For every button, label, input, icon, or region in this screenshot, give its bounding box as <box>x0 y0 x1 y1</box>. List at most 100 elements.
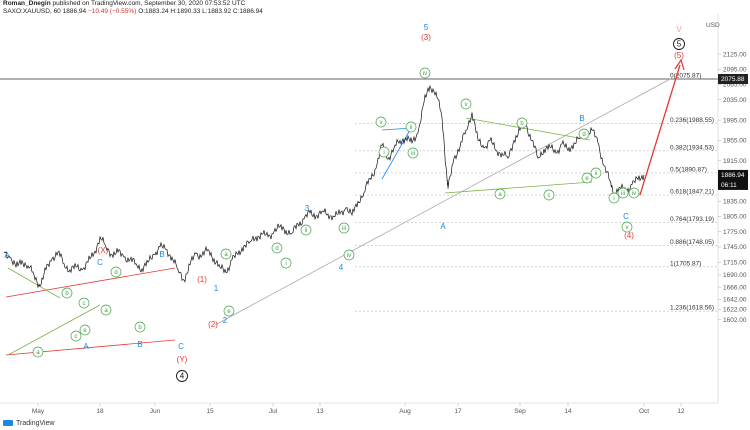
y-tick-label-11: 1745.00 <box>723 244 747 251</box>
wave-circle-green-10 <box>271 242 283 254</box>
wave-label-green-18: iii <box>411 151 415 157</box>
wave-label-red-5: (4) <box>624 231 634 240</box>
wave-label-red-0: (X) <box>98 246 109 255</box>
x-tick-label-2: Jun <box>150 408 161 415</box>
wave-circle-green-13 <box>338 222 350 234</box>
wave-circle-black-0 <box>176 370 188 382</box>
symbol-line: SAXO:XAUUSD, 60 1886.94 −10.49 (−0.55%) … <box>3 8 263 15</box>
fib-label-5: 0.764(1793.19) <box>670 216 714 223</box>
wave-label-black-1: 5 <box>677 40 682 49</box>
x-tick-label-6: Aug <box>399 408 411 415</box>
fib-label-2: 0.382(1934.53) <box>670 144 714 151</box>
ohlc-values: O:1883.24 H:1890.33 L:1883.92 C:1886.94 <box>138 8 263 15</box>
wave-circle-green-2 <box>100 304 112 316</box>
countdown-text: 06:11 <box>721 182 737 189</box>
wave-label-green-28: iii <box>621 191 625 197</box>
fib-label-1: 0.236(1988.55) <box>670 117 714 124</box>
x-tick-label-3: 15 <box>206 408 214 415</box>
wave-label-green-6: d <box>114 270 117 276</box>
tradingview-icon <box>3 420 13 427</box>
wave-label-blue-7: 2 <box>223 316 228 325</box>
y-tick-label-13: 1690.00 <box>723 272 747 279</box>
wave-label-green-12: ii <box>305 228 308 234</box>
fib-label-7: 1(1705.87) <box>670 260 701 267</box>
y-tick-label-12: 1715.00 <box>723 259 747 266</box>
wave-label-green-5: a <box>36 350 40 356</box>
wave-circle-green-12 <box>300 224 312 236</box>
wave-circle-green-0 <box>61 287 73 299</box>
wave-label-green-4: c <box>75 334 78 340</box>
fib-label-8: 1.236(1618.56) <box>670 305 714 312</box>
wave-circle-green-28 <box>617 187 629 199</box>
y-tick-label-6: 1915.00 <box>723 158 747 165</box>
projection-line <box>639 64 681 196</box>
wave-circle-green-30 <box>621 221 633 233</box>
lower-triangle-line <box>444 181 593 194</box>
x-tick-label-7: 17 <box>454 408 462 415</box>
y-tick-label-2: 2065.00 <box>723 82 747 89</box>
trend-line <box>214 77 673 326</box>
wave-label-red-3: (2) <box>208 320 218 329</box>
y-tick-label-14: 1666.00 <box>723 284 747 291</box>
wave-circle-green-26 <box>590 167 602 179</box>
y-tick-label-9: 1805.00 <box>723 214 747 221</box>
price-series <box>3 84 645 289</box>
wave-label-green-11: i <box>285 261 286 267</box>
wave-label-green-22: b <box>520 121 524 127</box>
wave-label-blue-0: A <box>4 251 10 260</box>
wave-circle-green-7 <box>134 321 146 333</box>
symbol-label: SAXO:XAUUSD, 60 <box>3 8 61 15</box>
wave-circle-green-18 <box>407 147 419 159</box>
x-tick-label-10: Oct <box>639 408 649 415</box>
wave-circle-green-17 <box>378 146 390 158</box>
wave-label-green-30: v <box>626 225 629 231</box>
wave-label-blue-2: B <box>159 250 164 259</box>
wave-circle-green-9 <box>223 305 235 317</box>
x-tick-label-9: 14 <box>564 408 572 415</box>
wave-circle-green-6 <box>110 266 122 278</box>
x-tick-label-1: 18 <box>96 408 104 415</box>
tradingview-logo: TradingView <box>3 420 55 427</box>
wave-circle-green-14 <box>343 249 355 261</box>
high-price-tag <box>718 74 748 84</box>
wave-circle-green-16 <box>405 121 417 133</box>
wave-circle-green-19 <box>419 67 431 79</box>
last-price: 1886.94 <box>62 8 87 15</box>
y-tick-label-3: 2035.00 <box>723 97 747 104</box>
wave-label-red-1: (Y) <box>177 355 188 364</box>
axes: 2125.00 2095.00 2065.00 2035.00 1995.00 1955.… <box>0 14 748 415</box>
brand-name: TradingView <box>16 420 55 427</box>
fib-label-3: 0.5(1890.87) <box>670 166 707 173</box>
wave-circle-black-1 <box>673 38 685 50</box>
wave-circle-green-22 <box>516 117 528 129</box>
wave-label-blue-12: B <box>579 114 584 123</box>
wave-label-blue-1: C <box>97 258 103 267</box>
wave-label-blue-5: C <box>178 342 184 351</box>
wave-label-green-7: b <box>138 325 142 331</box>
wave-circle-green-8 <box>220 248 232 260</box>
fib-label-6: 0.886(1748.05) <box>670 239 714 246</box>
wave-label-blue-6: 1 <box>214 284 219 293</box>
y-tick-label-10: 1775.00 <box>723 229 747 236</box>
wave-label-blue-3: A <box>83 342 89 351</box>
wave-label-green-10: d <box>275 246 278 252</box>
projection-arrow-head <box>674 58 685 71</box>
wave-label-green-8: a <box>224 252 228 258</box>
x-tick-label-4: Jul <box>269 408 278 415</box>
author-name: Roman_Dnegin <box>3 0 51 7</box>
wave-label-green-26: ii <box>595 171 598 177</box>
wave-label-green-1: c <box>83 301 86 307</box>
wave-circle-green-24 <box>578 128 590 140</box>
high-price-text: 2075.88 <box>721 76 745 83</box>
wave-circle-green-1 <box>78 297 90 309</box>
wave-label-green-13: iii <box>342 226 346 232</box>
fib-label-0: 0(2075.87) <box>670 73 701 80</box>
y-tick-label-16: 1622.00 <box>723 307 747 314</box>
wave-circle-green-11 <box>280 257 292 269</box>
published-text: published on TradingView.com, September … <box>52 0 246 7</box>
wave-label-red-7: V <box>676 25 682 34</box>
wave-circle-green-25 <box>581 172 593 184</box>
wave-label-blue-8: 3 <box>305 204 310 213</box>
wave-label-blue-10: 5 <box>424 23 429 32</box>
